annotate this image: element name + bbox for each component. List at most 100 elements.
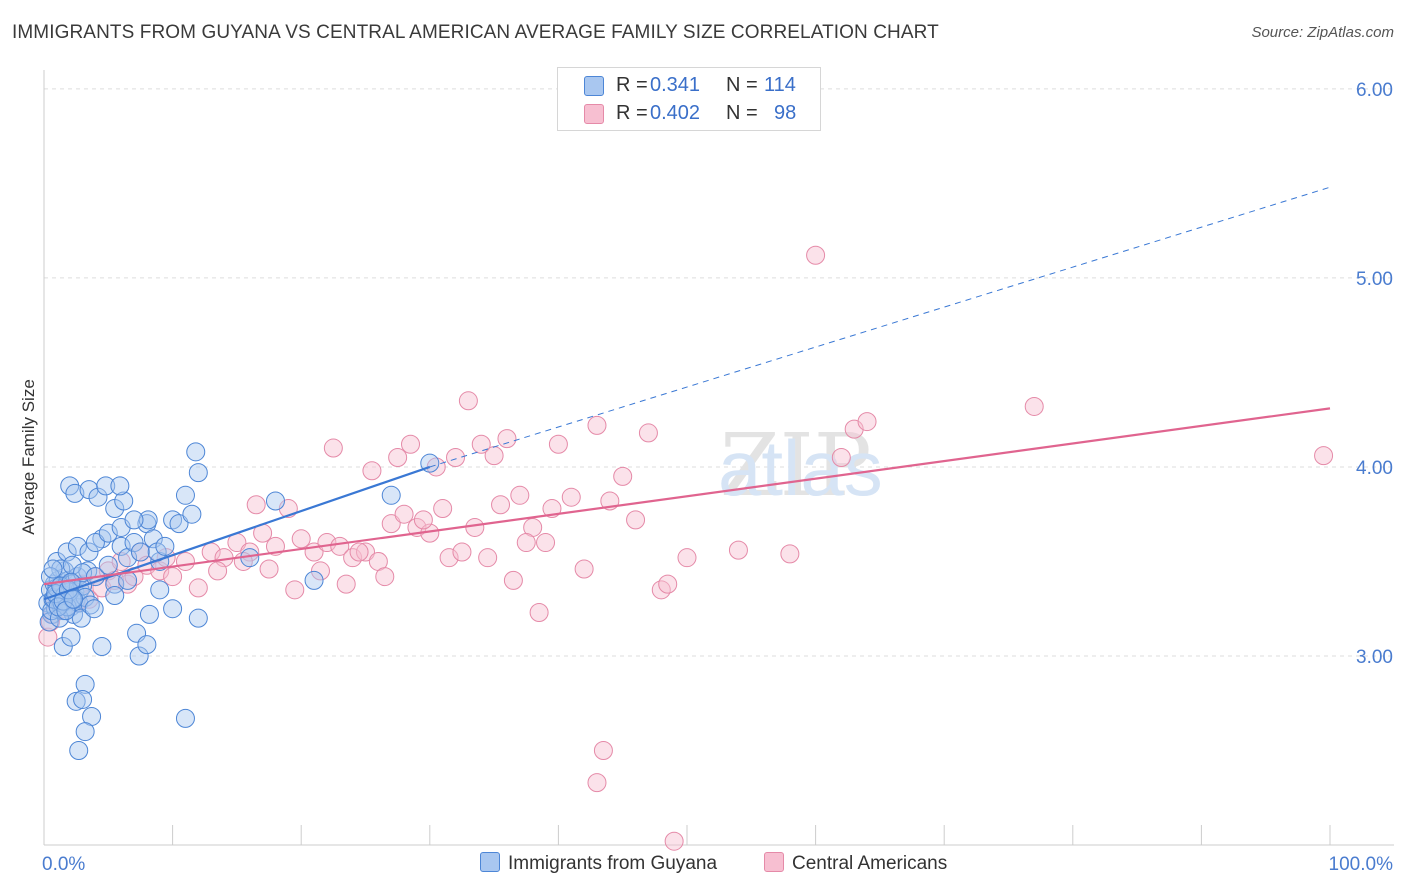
central-point <box>831 448 851 467</box>
guyana-point <box>53 637 73 657</box>
guyana-point <box>69 740 89 760</box>
central-point <box>394 504 414 524</box>
guyana-point <box>56 601 76 621</box>
guyana-point <box>188 608 208 628</box>
guyana-point <box>98 555 118 575</box>
legend-row-guyana: R = 0.341 N = 114 <box>558 72 820 100</box>
guyana-legend-swatch-icon <box>480 852 500 872</box>
central-point <box>356 542 375 562</box>
y-tick-label: 6.00 <box>1356 80 1393 101</box>
guyana-point <box>175 485 195 505</box>
stats-legend: R = 0.341 N = 114 R = 0.402 N = 98 <box>557 67 821 131</box>
central-point <box>111 551 131 571</box>
guyana-point <box>73 689 93 709</box>
central-point <box>1314 446 1334 466</box>
central-point <box>471 434 491 454</box>
y-tick-label: 4.00 <box>1356 458 1393 479</box>
central-point <box>780 544 800 564</box>
central-point <box>478 548 498 568</box>
central-point <box>175 551 195 571</box>
central-point <box>401 434 421 454</box>
central-point <box>728 540 748 560</box>
central-point <box>291 529 311 549</box>
central-point <box>285 580 305 600</box>
central-swatch-icon <box>584 104 604 124</box>
central-point <box>38 627 58 647</box>
guyana-point <box>150 580 170 600</box>
central-point <box>208 561 228 581</box>
guyana-point <box>75 674 95 694</box>
guyana-point <box>265 491 285 511</box>
central-point <box>613 466 633 486</box>
central-point <box>433 499 453 519</box>
chart-title: IMMIGRANTS FROM GUYANA VS CENTRAL AMERIC… <box>12 22 939 43</box>
central-point <box>1024 396 1044 416</box>
guyana-point <box>96 476 116 496</box>
central-point <box>593 740 613 760</box>
guyana-trend-line <box>43 465 431 601</box>
bottom-legend-label: Immigrants from Guyana <box>508 853 718 874</box>
guyana-point <box>105 585 125 605</box>
central-point <box>362 461 382 481</box>
guyana-point <box>155 536 175 556</box>
y-tick-label: 3.00 <box>1356 647 1393 668</box>
guyana-point <box>130 542 150 562</box>
central-point <box>574 559 594 579</box>
guyana-point <box>138 510 158 530</box>
legend-r-value: 0.341 <box>650 74 701 96</box>
axes <box>43 70 1394 846</box>
guyana-point <box>111 536 131 556</box>
central-point <box>587 773 607 793</box>
central-trend-line <box>43 407 1331 586</box>
central-point <box>664 831 684 851</box>
guyana-point <box>139 604 159 624</box>
central-point <box>375 567 395 587</box>
central-point <box>503 570 523 590</box>
guyana-point <box>80 595 100 615</box>
legend-r-label: R = <box>616 74 648 96</box>
central-point <box>323 438 343 458</box>
guyana-point <box>129 646 149 666</box>
x-tick-label: 100.0% <box>1329 854 1394 875</box>
y-axis-label: Average Family Size <box>19 379 38 535</box>
guyana-swatch-icon <box>584 76 604 96</box>
central-point <box>658 574 678 594</box>
legend-row-central: R = 0.402 N = 98 <box>558 100 820 128</box>
central-point <box>857 412 877 432</box>
guyana-point <box>169 514 189 534</box>
central-legend-swatch-icon <box>764 852 784 872</box>
guyana-point <box>186 442 206 462</box>
guyana-point <box>39 612 59 632</box>
guyana-point <box>304 570 324 590</box>
legend-r-value: 0.402 <box>650 102 701 124</box>
central-point <box>246 495 266 515</box>
central-point <box>465 517 485 537</box>
guyana-point <box>124 510 144 530</box>
y-tick-label: 5.00 <box>1356 269 1393 290</box>
central-point <box>626 510 646 530</box>
legend-n-value: 98 <box>774 102 797 124</box>
guyana-point <box>66 691 86 711</box>
central-points <box>38 245 1334 851</box>
central-point <box>548 434 568 454</box>
central-point <box>536 533 556 553</box>
central-point <box>188 578 208 598</box>
legend-n-label: N = <box>726 102 758 124</box>
guyana-point <box>188 463 208 483</box>
central-point <box>677 548 697 568</box>
central-point <box>330 536 350 556</box>
guyana-point <box>381 485 401 505</box>
central-point <box>310 561 330 581</box>
guyana-point <box>62 555 82 575</box>
guyana-point <box>88 487 108 507</box>
central-point <box>806 245 826 265</box>
central-point <box>638 423 658 443</box>
guyana-point <box>163 599 183 619</box>
watermark-atlas: atlas <box>718 424 883 512</box>
central-point <box>587 415 607 435</box>
central-point <box>452 542 472 562</box>
guyana-point <box>61 627 81 647</box>
central-point <box>561 487 581 507</box>
central-point <box>349 542 369 562</box>
central-point <box>516 533 536 553</box>
